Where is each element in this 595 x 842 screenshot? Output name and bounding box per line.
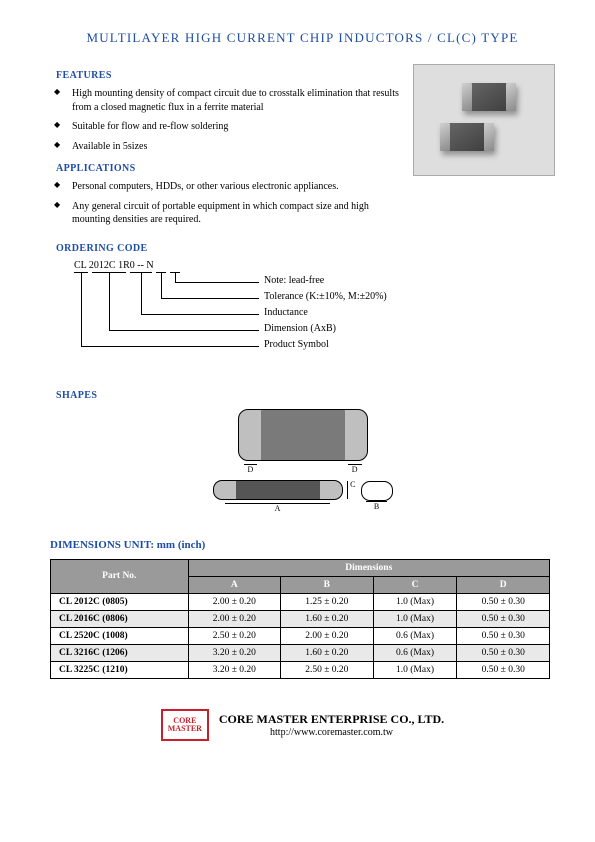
th-col-a: A (188, 576, 280, 593)
table-row: CL 2012C (0805) 2.00 ± 0.20 1.25 ± 0.20 … (51, 593, 550, 610)
ordering-heading: ORDERING CODE (56, 243, 555, 254)
feature-item: Available in 5sizes (54, 140, 401, 154)
table-row: CL 2016C (0806) 2.00 ± 0.20 1.60 ± 0.20 … (51, 610, 550, 627)
application-item: Any general circuit of portable equipmen… (54, 200, 401, 227)
cell-a: 3.20 ± 0.20 (188, 644, 280, 661)
dimension-c-label: C (347, 481, 355, 499)
cell-part: CL 2012C (0805) (51, 593, 189, 610)
cell-a: 3.20 ± 0.20 (188, 661, 280, 678)
dimension-d-label: D (348, 464, 362, 474)
features-heading: FEATURES (56, 70, 401, 81)
footer: CORE MASTER CORE MASTER ENTERPRISE CO., … (50, 709, 555, 741)
shape-side-view: C (213, 480, 343, 500)
cell-c: 0.6 (Max) (373, 644, 457, 661)
dimensions-tbody: CL 2012C (0805) 2.00 ± 0.20 1.25 ± 0.20 … (51, 593, 550, 678)
dimensions-table: Part No. Dimensions A B C D CL 2012C (08… (50, 559, 550, 679)
cell-d: 0.50 ± 0.30 (457, 593, 550, 610)
th-dimensions: Dimensions (188, 559, 549, 576)
dimensions-heading: DIMENSIONS UNIT: mm (inch) (50, 539, 555, 551)
table-row: CL 2520C (1008) 2.50 ± 0.20 2.00 ± 0.20 … (51, 627, 550, 644)
cell-d: 0.50 ± 0.30 (457, 661, 550, 678)
ordering-dimension: Dimension (AxB) (264, 323, 336, 334)
dimension-a-label: A (225, 503, 331, 513)
cell-c: 0.6 (Max) (373, 627, 457, 644)
cell-part: CL 3225C (1210) (51, 661, 189, 678)
shapes-heading: SHAPES (56, 390, 555, 401)
cell-b: 1.60 ± 0.20 (281, 610, 373, 627)
ordering-code: CL 2012C 1R0 -- N (74, 260, 154, 271)
ordering-note-leadfree: Note: lead-free (264, 275, 324, 286)
shape-end-view (361, 481, 393, 501)
features-list: High mounting density of compact circuit… (50, 87, 401, 153)
shape-top-view (238, 409, 368, 461)
cell-a: 2.50 ± 0.20 (188, 627, 280, 644)
table-row: CL 3216C (1206) 3.20 ± 0.20 1.60 ± 0.20 … (51, 644, 550, 661)
cell-c: 1.0 (Max) (373, 610, 457, 627)
ordering-diagram: CL 2012C 1R0 -- N Note: lead-free Tolera… (74, 260, 555, 380)
ordering-inductance: Inductance (264, 307, 308, 318)
cell-a: 2.00 ± 0.20 (188, 610, 280, 627)
ordering-product-symbol: Product Symbol (264, 339, 329, 350)
cell-c: 1.0 (Max) (373, 593, 457, 610)
company-logo: CORE MASTER (161, 709, 209, 741)
logo-text-bottom: MASTER (168, 725, 202, 733)
cell-a: 2.00 ± 0.20 (188, 593, 280, 610)
company-url: http://www.coremaster.com.tw (219, 727, 444, 738)
feature-item: High mounting density of compact circuit… (54, 87, 401, 114)
page-title: MULTILAYER HIGH CURRENT CHIP INDUCTORS /… (50, 30, 555, 46)
th-col-c: C (373, 576, 457, 593)
th-col-d: D (457, 576, 550, 593)
shapes-diagram: D D C A B (50, 409, 555, 514)
th-col-b: B (281, 576, 373, 593)
applications-heading: APPLICATIONS (56, 163, 401, 174)
dimension-b-label: B (366, 501, 387, 511)
cell-d: 0.50 ± 0.30 (457, 610, 550, 627)
cell-b: 1.25 ± 0.20 (281, 593, 373, 610)
application-item: Personal computers, HDDs, or other vario… (54, 180, 401, 194)
cell-b: 2.00 ± 0.20 (281, 627, 373, 644)
applications-list: Personal computers, HDDs, or other vario… (50, 180, 401, 227)
th-part-no: Part No. (51, 559, 189, 593)
cell-part: CL 2016C (0806) (51, 610, 189, 627)
cell-part: CL 2520C (1008) (51, 627, 189, 644)
cell-d: 0.50 ± 0.30 (457, 644, 550, 661)
cell-b: 1.60 ± 0.20 (281, 644, 373, 661)
cell-c: 1.0 (Max) (373, 661, 457, 678)
company-name: CORE MASTER ENTERPRISE CO., LTD. (219, 712, 444, 727)
feature-item: Suitable for flow and re-flow soldering (54, 120, 401, 134)
cell-d: 0.50 ± 0.30 (457, 627, 550, 644)
ordering-tolerance: Tolerance (K:±10%, M:±20%) (264, 291, 387, 302)
dimension-d-label: D (244, 464, 258, 474)
table-row: CL 3225C (1210) 3.20 ± 0.20 2.50 ± 0.20 … (51, 661, 550, 678)
cell-b: 2.50 ± 0.20 (281, 661, 373, 678)
product-photo (413, 64, 555, 176)
cell-part: CL 3216C (1206) (51, 644, 189, 661)
